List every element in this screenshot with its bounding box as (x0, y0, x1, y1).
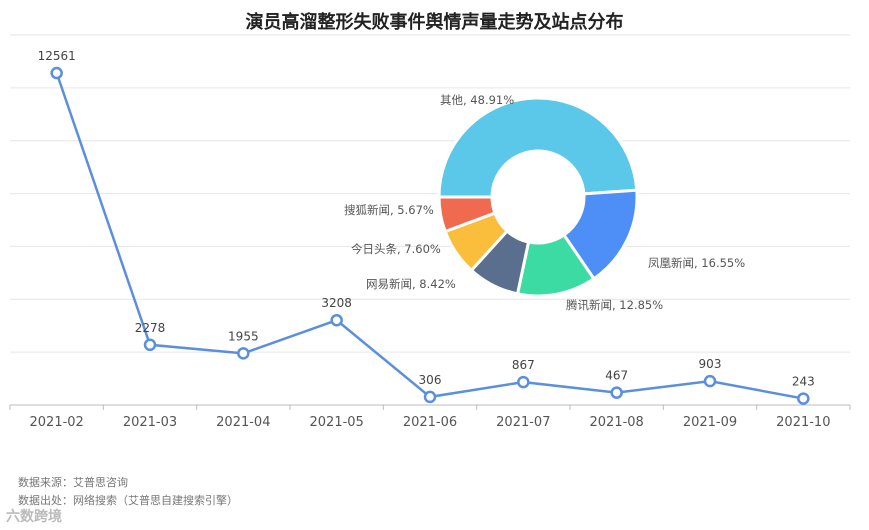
data-point (610, 386, 623, 399)
data-source: 数据来源：艾普思咨询 (18, 476, 128, 489)
x-tick-label: 2021-03 (123, 415, 177, 430)
x-tick-label: 2021-02 (30, 415, 84, 430)
data-point (50, 66, 63, 80)
gridlines (10, 34, 850, 353)
data-point (143, 338, 157, 352)
data-origin: 数据出处：网络搜索（艾普思自建搜索引擎） (18, 494, 238, 507)
data-label: 243 (792, 375, 815, 389)
data-label: 3208 (321, 296, 352, 310)
data-point (237, 347, 250, 360)
slice-label: 网易新闻, 8.42% (366, 277, 456, 291)
slice-label: 其他, 48.91% (440, 93, 514, 107)
watermark-logo: 六数跨境 (6, 509, 62, 525)
x-tick-label: 2021-05 (310, 415, 364, 430)
series-line (55, 72, 804, 400)
data-point (797, 392, 810, 405)
data-point (703, 374, 717, 388)
data-label: 2278 (135, 321, 166, 335)
slice-label: 腾讯新闻, 12.85% (566, 298, 663, 312)
donut-hole (492, 151, 584, 243)
data-label: 306 (419, 373, 442, 387)
data-label: 1955 (228, 329, 259, 343)
data-label: 903 (699, 357, 722, 371)
x-tick-label: 2021-06 (403, 415, 457, 430)
x-tick-label: 2021-10 (776, 415, 830, 430)
chart-title: 演员高溜整形失败事件舆情声量走势及站点分布 (245, 12, 624, 33)
x-tick-label: 2021-07 (496, 415, 550, 430)
slice-label: 凤凰新闻, 16.55% (648, 256, 745, 270)
x-axis: 2021-02 2021-03 2021-04 2021-05 2021-06 2021-… (9, 404, 851, 430)
data-label: 12561 (38, 49, 76, 63)
data-point (423, 390, 437, 404)
x-tick-label: 2021-09 (683, 415, 737, 430)
slice-label: 今日头条, 7.60% (351, 242, 441, 256)
data-label: 467 (605, 369, 628, 383)
donut-chart: 其他, 48.91% 凤凰新闻, 16.55% 腾讯新闻, 12.85% 网易新闻, … (344, 93, 745, 312)
data-point (517, 375, 530, 389)
data-label: 867 (512, 358, 535, 372)
data-point (330, 313, 343, 327)
slice-label: 搜狐新闻, 5.67% (344, 203, 434, 217)
line-series: 12561 2278 1955 3208 306 867 467 903 243 (38, 49, 815, 405)
x-tick-label: 2021-08 (590, 415, 644, 430)
x-tick-label: 2021-04 (216, 415, 270, 430)
